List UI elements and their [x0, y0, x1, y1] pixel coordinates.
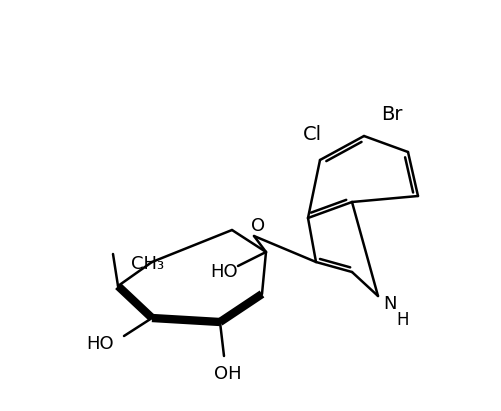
- Text: HO: HO: [86, 335, 114, 353]
- Text: CH₃: CH₃: [131, 255, 164, 273]
- Text: N: N: [382, 295, 396, 313]
- Text: OH: OH: [214, 365, 241, 383]
- Text: Br: Br: [380, 104, 402, 123]
- Text: HO: HO: [210, 263, 237, 281]
- Text: Cl: Cl: [302, 125, 321, 143]
- Text: H: H: [395, 311, 408, 329]
- Text: O: O: [250, 217, 265, 235]
